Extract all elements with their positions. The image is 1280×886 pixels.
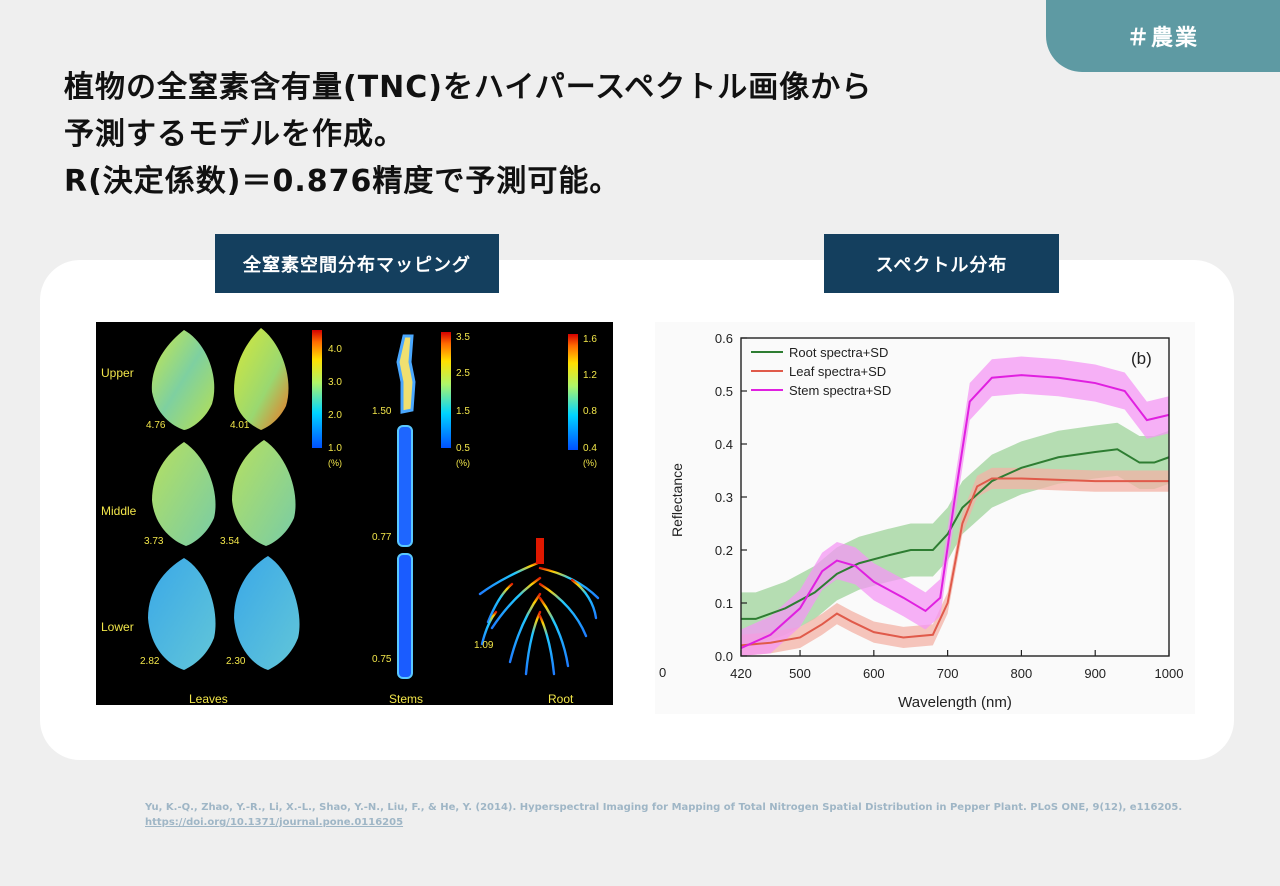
legend-label-3: Stem spectra+SD [789,383,891,398]
leaf-value-lower-2: 2.30 [226,656,246,667]
y-tick-label-6: 0.5 [715,384,733,399]
leaf-upper-2 [234,328,289,430]
y-tick-label-4: 0.3 [715,490,733,505]
citation: Yu, K.-Q., Zhao, Y.-R., Li, X.-L., Shao,… [145,800,1225,830]
leaf-lower-1 [148,558,216,670]
stem-value-middle: 0.77 [372,532,392,543]
leaf-upper-1 [151,330,215,430]
bottom-label-root: Root [548,692,574,705]
mapping-label: 全窒素空間分布マッピング [215,234,499,293]
nitrogen-mapping-figure: Upper Middle Lower 4.76 4.01 3.73 3.54 2… [96,322,613,705]
row-label-lower: Lower [101,620,134,634]
root-color-scale [568,334,578,450]
leaves-scale-unit: (%) [328,458,342,468]
root-crown [536,538,544,564]
x-tick-label-6: 900 [1084,666,1106,681]
y-axis-label: Reflectance [669,463,685,537]
stems-scale-tick-2: 2.5 [456,368,470,379]
row-label-upper: Upper [101,366,134,380]
leaf-value-upper-1: 4.76 [146,420,166,431]
leaf-value-middle-2: 3.54 [220,536,240,547]
y-tick-label-7: 0.6 [715,331,733,346]
bottom-label-stems: Stems [389,692,423,705]
headline-line-2: 予測するモデルを作成。 [64,117,405,152]
root-scale-tick-2: 1.2 [583,370,597,381]
root-scale-tick-3: 0.8 [583,406,597,417]
stems-scale-tick-1: 3.5 [456,332,470,343]
root-image [478,536,600,676]
leaves-scale-tick-4: 1.0 [328,443,342,454]
leaves-scale-tick-2: 3.0 [328,377,342,388]
root-scale-unit: (%) [583,458,597,468]
stem-segment-lower [397,553,413,679]
leaves-color-scale [312,330,322,448]
leaf-value-lower-1: 2.82 [140,656,160,667]
root-scale-tick-4: 0.4 [583,443,597,454]
root-value: 1.09 [474,640,494,651]
legend-label-2: Leaf spectra+SD [789,364,886,379]
headline: 植物の全窒素含有量(TNC)をハイパースペクトル画像から 予測するモデルを作成。… [64,64,1064,205]
y-tick-label-1: 0.0 [715,649,733,664]
leaf-value-middle-1: 3.73 [144,536,164,547]
stem-segment-upper [396,334,416,414]
stem-value-lower: 0.75 [372,654,392,665]
root-scale-tick-1: 1.6 [583,334,597,345]
spectrum-chart: 0.0 0.1 0.2 0.3 0.4 0.5 0.6 420 500 600 700 800 900… [655,322,1195,714]
leaf-lower-2 [234,556,300,670]
stems-scale-tick-4: 0.5 [456,443,470,454]
spectrum-label: スペクトル分布 [824,234,1059,293]
bottom-label-leaves: Leaves [189,692,228,705]
leaves-scale-tick-1: 4.0 [328,344,342,355]
series-line-3 [740,374,1170,649]
sd-band-3 [741,356,1169,656]
origin-label: 0 [659,665,666,680]
leaf-middle-1 [152,442,216,546]
row-label-middle: Middle [101,504,137,518]
y-tick-label-5: 0.4 [715,437,733,452]
x-tick-label-2: 500 [789,666,811,681]
x-tick-label-3: 600 [863,666,885,681]
leaves-scale-tick-3: 2.0 [328,410,342,421]
stems-scale-unit: (%) [456,458,470,468]
panel-label: (b) [1131,349,1152,368]
category-tag: ＃農業 [1046,0,1280,72]
series-line-2 [740,477,1169,647]
legend-label-1: Root spectra+SD [789,345,888,360]
leaf-value-upper-2: 4.01 [230,420,250,431]
stems-color-scale [441,332,451,448]
x-axis-label: Wavelength (nm) [898,694,1012,711]
headline-line-1: 植物の全窒素含有量(TNC)をハイパースペクトル画像から [64,70,873,105]
headline-line-3: R(決定係数)＝0.876精度で予測可能。 [64,164,621,199]
stem-value-upper: 1.50 [372,406,392,417]
stems-scale-tick-3: 1.5 [456,406,470,417]
x-tick-label-1: 420 [730,666,752,681]
x-tick-label-4: 700 [937,666,959,681]
x-tick-label-7: 1000 [1155,666,1184,681]
series-line-1 [741,448,1170,620]
citation-text: Yu, K.-Q., Zhao, Y.-R., Li, X.-L., Shao,… [145,802,1183,813]
stem-segment-middle [397,425,413,547]
y-tick-label-2: 0.1 [715,596,733,611]
x-tick-label-5: 800 [1011,666,1033,681]
y-tick-label-3: 0.2 [715,543,733,558]
leaf-middle-2 [232,440,296,546]
citation-link[interactable]: https://doi.org/10.1371/journal.pone.011… [145,817,404,828]
